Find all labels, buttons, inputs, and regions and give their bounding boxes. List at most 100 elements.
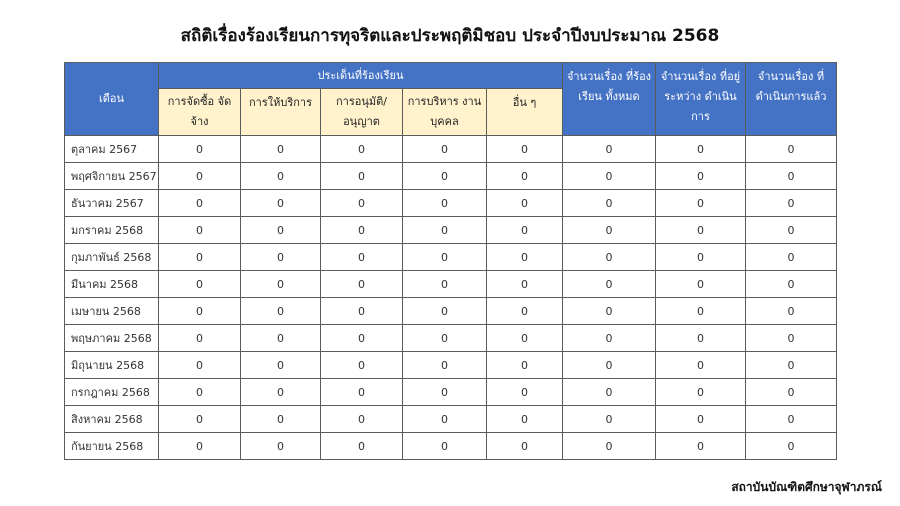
table-row: กันยายน 2568 0 0 0 0 0 0 0 0 bbox=[64, 432, 837, 460]
page-title: สถิติเรื่องร้องเรียนการทุจริตและประพฤติม… bbox=[180, 26, 720, 46]
value-cell: 0 bbox=[486, 351, 563, 379]
value-cell: 0 bbox=[745, 432, 837, 460]
value-cell: 0 bbox=[402, 189, 487, 217]
month-cell: ธันวาคม 2567 bbox=[64, 189, 159, 217]
value-cell: 0 bbox=[745, 135, 837, 163]
header-pending: จำนวนเรื่อง ที่อยู่ระหว่าง ดำเนินการ bbox=[655, 62, 746, 136]
value-cell: 0 bbox=[240, 135, 321, 163]
header-approval: การอนุมัติ/ อนุญาต bbox=[320, 88, 403, 136]
value-cell: 0 bbox=[562, 432, 656, 460]
value-cell: 0 bbox=[320, 162, 403, 190]
value-cell: 0 bbox=[745, 378, 837, 406]
value-cell: 0 bbox=[745, 405, 837, 433]
value-cell: 0 bbox=[402, 243, 487, 271]
value-cell: 0 bbox=[655, 351, 746, 379]
value-cell: 0 bbox=[562, 270, 656, 298]
value-cell: 0 bbox=[158, 432, 241, 460]
header-service: การให้บริการ bbox=[240, 88, 321, 136]
header-issues: ประเด็นที่ร้องเรียน bbox=[158, 62, 563, 89]
value-cell: 0 bbox=[562, 405, 656, 433]
table-row: ธันวาคม 2567 0 0 0 0 0 0 0 0 bbox=[64, 189, 837, 217]
value-cell: 0 bbox=[240, 378, 321, 406]
value-cell: 0 bbox=[240, 405, 321, 433]
value-cell: 0 bbox=[320, 135, 403, 163]
value-cell: 0 bbox=[320, 243, 403, 271]
value-cell: 0 bbox=[240, 324, 321, 352]
value-cell: 0 bbox=[158, 162, 241, 190]
value-cell: 0 bbox=[745, 351, 837, 379]
value-cell: 0 bbox=[158, 405, 241, 433]
value-cell: 0 bbox=[240, 243, 321, 271]
table-row: มีนาคม 2568 0 0 0 0 0 0 0 0 bbox=[64, 270, 837, 298]
month-cell: พฤศจิกายน 2567 bbox=[64, 162, 159, 190]
value-cell: 0 bbox=[402, 405, 487, 433]
value-cell: 0 bbox=[320, 189, 403, 217]
table-row: มกราคม 2568 0 0 0 0 0 0 0 0 bbox=[64, 216, 837, 244]
month-cell: เมษายน 2568 bbox=[64, 297, 159, 325]
value-cell: 0 bbox=[158, 216, 241, 244]
value-cell: 0 bbox=[402, 135, 487, 163]
value-cell: 0 bbox=[486, 216, 563, 244]
value-cell: 0 bbox=[402, 270, 487, 298]
header-month: เดือน bbox=[64, 62, 159, 136]
value-cell: 0 bbox=[655, 216, 746, 244]
value-cell: 0 bbox=[320, 324, 403, 352]
value-cell: 0 bbox=[486, 243, 563, 271]
table-row: มิถุนายน 2568 0 0 0 0 0 0 0 0 bbox=[64, 351, 837, 379]
header-personnel: การบริหาร งานบุคคล bbox=[402, 88, 487, 136]
value-cell: 0 bbox=[745, 162, 837, 190]
value-cell: 0 bbox=[320, 297, 403, 325]
value-cell: 0 bbox=[562, 162, 656, 190]
value-cell: 0 bbox=[240, 297, 321, 325]
header-done: จำนวนเรื่อง ที่ดำเนินการแล้ว bbox=[745, 62, 837, 136]
month-cell: กรกฎาคม 2568 bbox=[64, 378, 159, 406]
value-cell: 0 bbox=[562, 135, 656, 163]
value-cell: 0 bbox=[562, 378, 656, 406]
value-cell: 0 bbox=[486, 405, 563, 433]
value-cell: 0 bbox=[240, 270, 321, 298]
value-cell: 0 bbox=[745, 189, 837, 217]
value-cell: 0 bbox=[745, 324, 837, 352]
month-cell: ตุลาคม 2567 bbox=[64, 135, 159, 163]
complaint-stats-table: เดือน ประเด็นที่ร้องเรียน จำนวนเรื่อง ที… bbox=[64, 62, 837, 460]
value-cell: 0 bbox=[655, 432, 746, 460]
value-cell: 0 bbox=[240, 216, 321, 244]
value-cell: 0 bbox=[562, 297, 656, 325]
value-cell: 0 bbox=[402, 162, 487, 190]
month-cell: กุมภาพันธ์ 2568 bbox=[64, 243, 159, 271]
value-cell: 0 bbox=[745, 297, 837, 325]
table-row: สิงหาคม 2568 0 0 0 0 0 0 0 0 bbox=[64, 405, 837, 433]
value-cell: 0 bbox=[562, 243, 656, 271]
value-cell: 0 bbox=[655, 405, 746, 433]
table-row: กรกฎาคม 2568 0 0 0 0 0 0 0 0 bbox=[64, 378, 837, 406]
value-cell: 0 bbox=[562, 351, 656, 379]
header-other: อื่น ๆ bbox=[486, 88, 563, 136]
value-cell: 0 bbox=[655, 378, 746, 406]
value-cell: 0 bbox=[158, 297, 241, 325]
value-cell: 0 bbox=[158, 135, 241, 163]
value-cell: 0 bbox=[655, 324, 746, 352]
month-cell: กันยายน 2568 bbox=[64, 432, 159, 460]
value-cell: 0 bbox=[158, 270, 241, 298]
value-cell: 0 bbox=[320, 270, 403, 298]
value-cell: 0 bbox=[655, 297, 746, 325]
month-cell: มิถุนายน 2568 bbox=[64, 351, 159, 379]
value-cell: 0 bbox=[158, 324, 241, 352]
value-cell: 0 bbox=[486, 432, 563, 460]
value-cell: 0 bbox=[655, 270, 746, 298]
table-row: เมษายน 2568 0 0 0 0 0 0 0 0 bbox=[64, 297, 837, 325]
value-cell: 0 bbox=[655, 243, 746, 271]
value-cell: 0 bbox=[158, 378, 241, 406]
value-cell: 0 bbox=[562, 324, 656, 352]
month-cell: มกราคม 2568 bbox=[64, 216, 159, 244]
value-cell: 0 bbox=[486, 324, 563, 352]
month-cell: สิงหาคม 2568 bbox=[64, 405, 159, 433]
footer-institution: สถาบันบัณฑิตศึกษาจุฬาภรณ์ bbox=[731, 480, 882, 494]
table-row: กุมภาพันธ์ 2568 0 0 0 0 0 0 0 0 bbox=[64, 243, 837, 271]
value-cell: 0 bbox=[486, 297, 563, 325]
value-cell: 0 bbox=[402, 297, 487, 325]
value-cell: 0 bbox=[655, 189, 746, 217]
value-cell: 0 bbox=[320, 432, 403, 460]
value-cell: 0 bbox=[402, 324, 487, 352]
value-cell: 0 bbox=[655, 162, 746, 190]
